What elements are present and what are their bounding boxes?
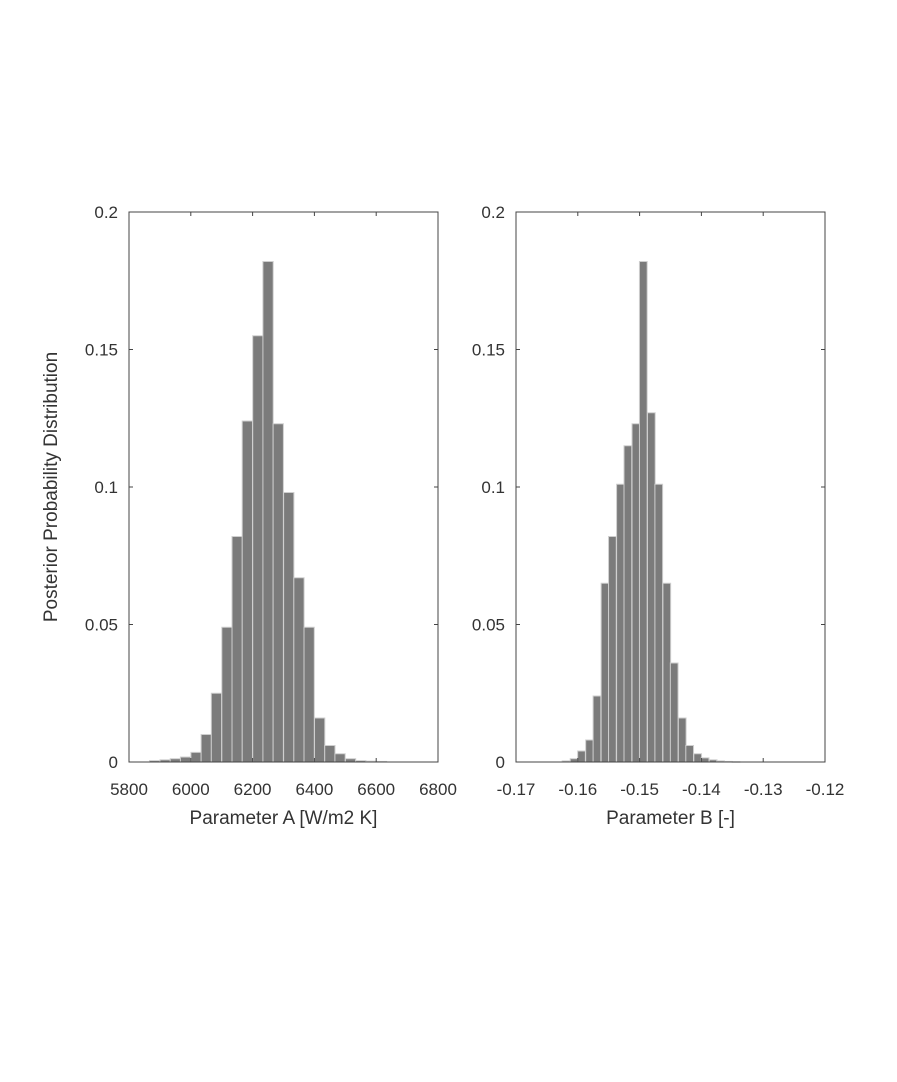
histogram-bar [252,335,264,763]
histogram-bar [592,695,602,763]
x-tick-label: 6000 [172,780,210,799]
histogram-bar [608,536,617,763]
histogram-bar [631,423,641,763]
x-tick-label: -0.12 [806,780,845,799]
x-tick-label: -0.15 [620,780,659,799]
histogram-bar [600,582,610,763]
y-tick-label: 0.05 [85,616,118,635]
histogram-bar [200,734,212,763]
y-tick-label: 0.1 [94,478,118,497]
histogram-bar [190,751,202,763]
histogram-bar [623,445,633,763]
histogram-bar [210,692,223,763]
y-axis-title: Posterior Probability Distribution [41,352,62,622]
histogram-bar [693,753,703,763]
y-tick-label: 0 [109,753,118,772]
histogram-bar [662,582,672,763]
histogram-parameter-a: 5800 6000 6200 6400 6600 680000.050.10.150.2 … [41,203,457,829]
x-tick-label: -0.14 [682,780,721,799]
y-tick-label: 0.05 [472,616,505,635]
x-tick-label: 6800 [419,780,457,799]
histogram-bar [585,739,594,763]
histogram-bar [700,757,710,763]
histogram-bar [669,662,679,763]
histogram-bar [221,626,233,763]
x-tick-label: -0.17 [497,780,536,799]
histogram-bar [241,420,253,763]
histogram-bar [577,750,586,763]
histogram-parameter-b: -0.17 -0.16 -0.15 -0.14 -0.13 -0.12 0 0.05 0.1 0.… [472,203,844,829]
y-tick-label: 0.2 [481,203,505,222]
y-tick-label: 0 [496,753,505,772]
y-tick-label: 0.1 [481,478,505,497]
y-tick-label: 0.2 [94,203,118,222]
histogram-bar [685,745,695,763]
histogram-bar [231,536,243,763]
x-tick-label: 5800 [110,780,148,799]
y-tick-label: 0.15 [85,341,118,360]
histogram-bar [283,492,295,763]
histogram-bar [324,745,336,763]
y-tick-label: 0.15 [472,341,505,360]
histogram-bar [654,483,664,763]
histogram-bar [179,756,192,763]
histogram-bar [677,717,687,763]
x-tick-label: 6400 [295,780,333,799]
histogram-bar [646,412,656,763]
x-tick-label: -0.13 [744,780,783,799]
x-axis-title: Parameter B [-] [606,808,735,829]
x-tick-label: 6200 [234,780,272,799]
x-axis-title: Parameter A [W/m2 K] [190,808,378,829]
histogram-bar [616,483,625,763]
x-tick-label: 6600 [357,780,395,799]
histogram-bar [293,577,305,763]
histogram-bar [314,717,326,763]
histogram-bar [334,753,346,763]
histogram-bar [262,261,274,763]
histogram-bar [272,423,284,763]
x-tick-label: -0.16 [558,780,597,799]
histogram-bar [303,626,315,763]
histogram-bar [638,261,648,763]
